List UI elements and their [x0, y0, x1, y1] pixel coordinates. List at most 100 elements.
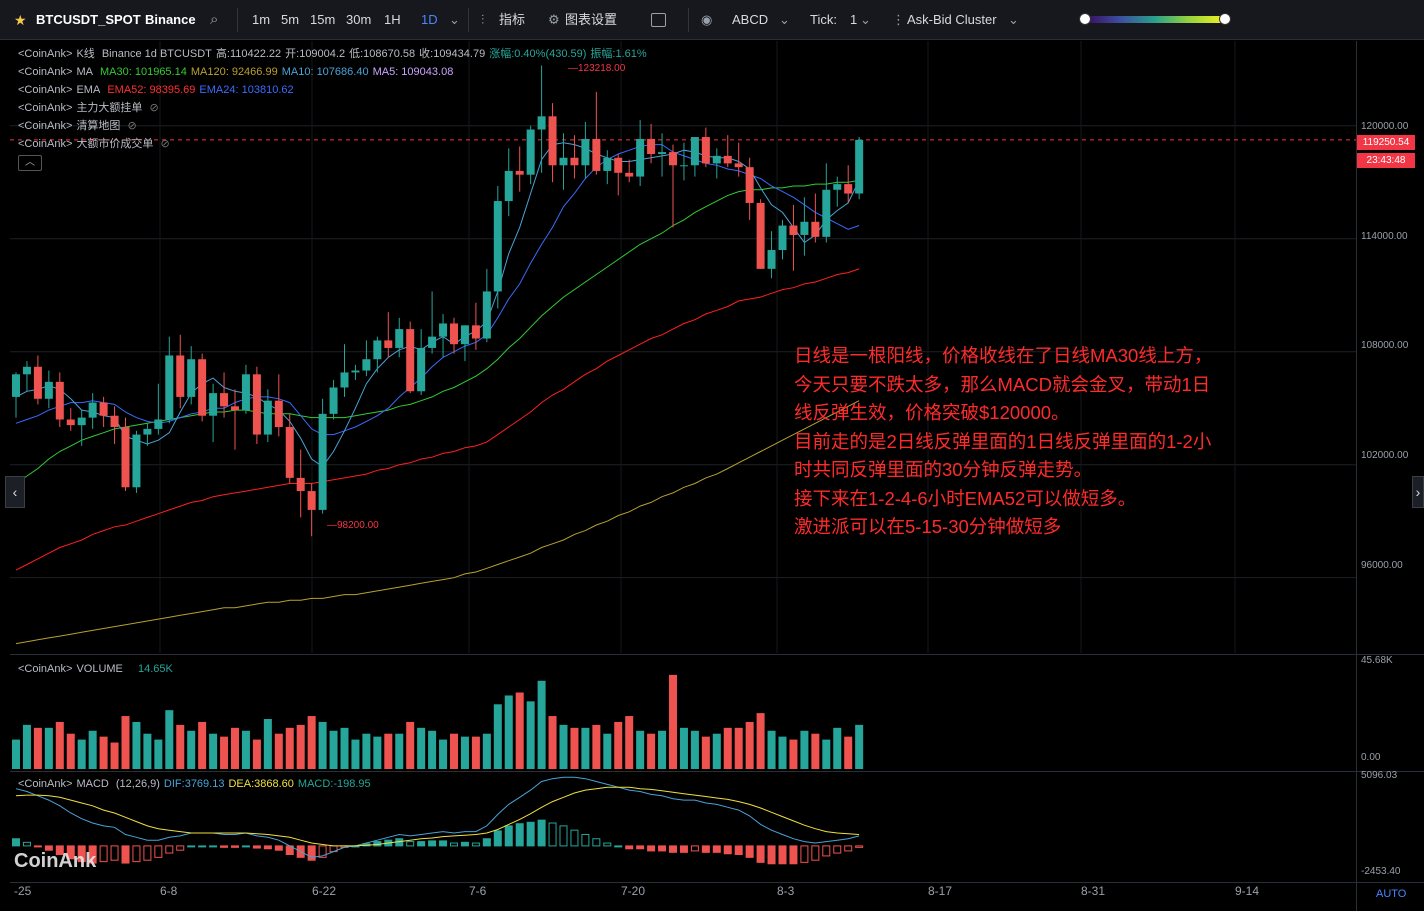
volume-bar: [581, 727, 590, 769]
interval-15m[interactable]: 15m: [310, 12, 336, 27]
macd-histogram-bar: [66, 845, 75, 860]
legend-ma-prefix: <CoinAnk>: [18, 66, 73, 78]
candle: [143, 428, 152, 435]
volume-bar: [132, 721, 141, 769]
indicators-button[interactable]: 指标: [499, 12, 526, 27]
macd-histogram-bar: [482, 838, 491, 847]
macd-histogram-bar: [548, 822, 557, 847]
interval-dropdown-chevron-icon[interactable]: ⌄: [449, 12, 460, 27]
high-marker-value: 123218.00: [578, 63, 626, 74]
candle: [373, 340, 382, 360]
candle: [66, 419, 75, 426]
candle: [504, 170, 513, 202]
x-axis-label: 8-17: [928, 884, 953, 898]
macd-histogram-bar: [625, 845, 634, 850]
abcd-button[interactable]: ABCD: [732, 12, 769, 27]
candle: [340, 372, 349, 388]
volume-bar: [77, 739, 86, 769]
price-axis-label: 114000.00: [1361, 231, 1408, 242]
volume-bar: [318, 721, 327, 769]
legend-orders: <CoinAnk> 主力大额挂单 ⊘: [18, 100, 163, 116]
eye-slash-icon[interactable]: ⊘: [149, 102, 159, 114]
macd-histogram-bar: [636, 845, 645, 850]
collapse-legend-chevron-up-icon[interactable]: ︿: [18, 155, 42, 171]
candle: [723, 155, 732, 164]
macd-chart[interactable]: [10, 773, 1356, 881]
macd-histogram-bar: [504, 825, 513, 847]
symbol-name[interactable]: BTCUSDT_SPOT: [36, 12, 141, 27]
candle: [274, 400, 283, 428]
macd-histogram-bar: [471, 842, 480, 847]
gear-icon[interactable]: ⚙: [548, 12, 560, 27]
eye-icon[interactable]: ◉: [701, 12, 713, 27]
legend-ma5: MA5: 109043.08: [372, 66, 454, 78]
tick-chevron-icon[interactable]: ⌄: [860, 12, 871, 27]
favorite-star-icon[interactable]: ★: [14, 12, 27, 28]
candle: [428, 336, 437, 348]
eye-slash-icon[interactable]: ⊘: [160, 138, 170, 150]
volume-bar: [559, 724, 568, 769]
volume-bar: [351, 739, 360, 769]
auto-scale-button[interactable]: AUTO: [1376, 888, 1407, 900]
volume-bar: [690, 730, 699, 769]
volume-bar: [340, 727, 349, 769]
interval-5m[interactable]: 5m: [281, 12, 300, 27]
candle: [165, 355, 174, 420]
interval-1h[interactable]: 1H: [384, 12, 401, 27]
cluster-icon[interactable]: ⋮: [892, 12, 905, 27]
heatmap-color-slider[interactable]: [1085, 16, 1225, 23]
candle: [154, 419, 163, 429]
volume-bar: [658, 730, 667, 769]
chart-settings-button[interactable]: 图表设置: [565, 12, 618, 27]
candle: [132, 434, 141, 488]
cluster-button[interactable]: Ask-Bid Cluster: [907, 12, 997, 27]
candle: [548, 116, 557, 166]
fullscreen-icon[interactable]: [651, 13, 666, 27]
interval-1d[interactable]: 1D: [421, 12, 438, 27]
macd-histogram-bar: [658, 845, 667, 852]
price-chart[interactable]: [10, 41, 1356, 653]
volume-bar: [99, 736, 108, 769]
volume-bar: [548, 716, 557, 769]
slider-handle-right[interactable]: [1219, 13, 1231, 25]
volume-bar: [614, 721, 623, 769]
legend-orders-name: 主力大额挂单: [76, 102, 143, 114]
top-toolbar: ★ BTCUSDT_SPOT Binance ⌕ 1m 5m 15m 30m 1…: [0, 0, 1424, 40]
slider-handle-left[interactable]: [1079, 13, 1091, 25]
candle: [701, 137, 710, 164]
scroll-left-chevron-icon[interactable]: ‹: [5, 476, 25, 508]
macd-histogram-bar: [198, 845, 207, 848]
volume-bar: [800, 730, 809, 769]
volume-bar: [362, 733, 371, 769]
candle: [318, 413, 327, 510]
volume-chart[interactable]: [10, 656, 1356, 770]
cluster-chevron-icon[interactable]: ⌄: [1008, 12, 1019, 27]
volume-bar: [417, 727, 426, 769]
abcd-chevron-icon[interactable]: ⌄: [779, 12, 790, 27]
volume-bar: [537, 680, 546, 769]
volume-bar: [296, 724, 305, 769]
legend-liq-prefix: <CoinAnk>: [18, 120, 73, 132]
macd-histogram-bar: [77, 845, 86, 863]
scroll-right-chevron-icon[interactable]: ›: [1412, 476, 1424, 508]
legend-macd-prefix: <CoinAnk>: [18, 778, 73, 790]
search-icon[interactable]: ⌕: [210, 11, 219, 28]
volume-bar: [767, 730, 776, 769]
tick-value[interactable]: 1: [850, 12, 858, 27]
indicators-icon[interactable]: ⫶: [481, 12, 485, 27]
interval-30m[interactable]: 30m: [346, 12, 372, 27]
macd-histogram-bar: [44, 845, 53, 851]
candle: [789, 225, 798, 235]
volume-bar: [121, 716, 130, 769]
eye-slash-icon[interactable]: ⊘: [127, 120, 137, 132]
candle: [417, 347, 426, 392]
candle: [460, 325, 469, 345]
candle-countdown: 23:43:48: [1357, 153, 1415, 168]
macd-histogram-bar: [55, 845, 64, 855]
annotation-line: 接下来在1-2-4-6小时EMA52可以做短多。: [794, 487, 1137, 509]
interval-1m[interactable]: 1m: [252, 12, 271, 27]
volume-bar: [745, 721, 754, 769]
macd-axis-label: 5096.03: [1361, 770, 1398, 781]
macd-histogram-bar: [833, 845, 842, 854]
legend-ma: <CoinAnk> MA MA30: 101965.14 MA120: 92466.…: [18, 64, 457, 80]
